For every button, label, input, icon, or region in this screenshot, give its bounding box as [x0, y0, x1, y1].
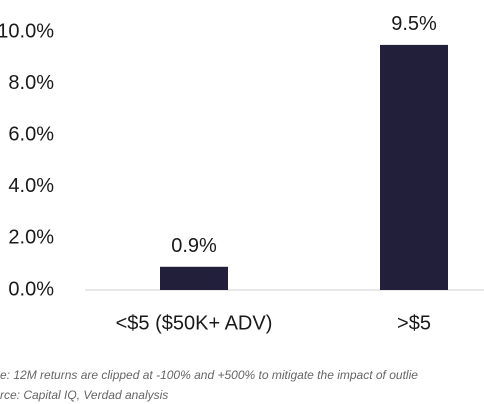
- value-label: 9.5%: [391, 13, 437, 35]
- source: rce: Capital IQ, Verdad analysis: [0, 388, 168, 402]
- bar: [380, 44, 448, 291]
- y-tick-label: 0.0%: [8, 278, 54, 300]
- y-tick-label: 6.0%: [8, 123, 54, 145]
- x-tick-label: >$5: [397, 312, 431, 334]
- y-tick-label: 8.0%: [8, 72, 54, 94]
- bar: [160, 266, 228, 290]
- value-label: 0.9%: [171, 235, 217, 257]
- y-tick-label: 10.0%: [0, 20, 54, 42]
- note: e: 12M returns are clipped at -100% and …: [0, 368, 418, 382]
- y-tick-label: 2.0%: [8, 227, 54, 249]
- x-tick-label: <$5 ($50K+ ADV): [116, 312, 273, 334]
- y-tick-label: 4.0%: [8, 175, 54, 197]
